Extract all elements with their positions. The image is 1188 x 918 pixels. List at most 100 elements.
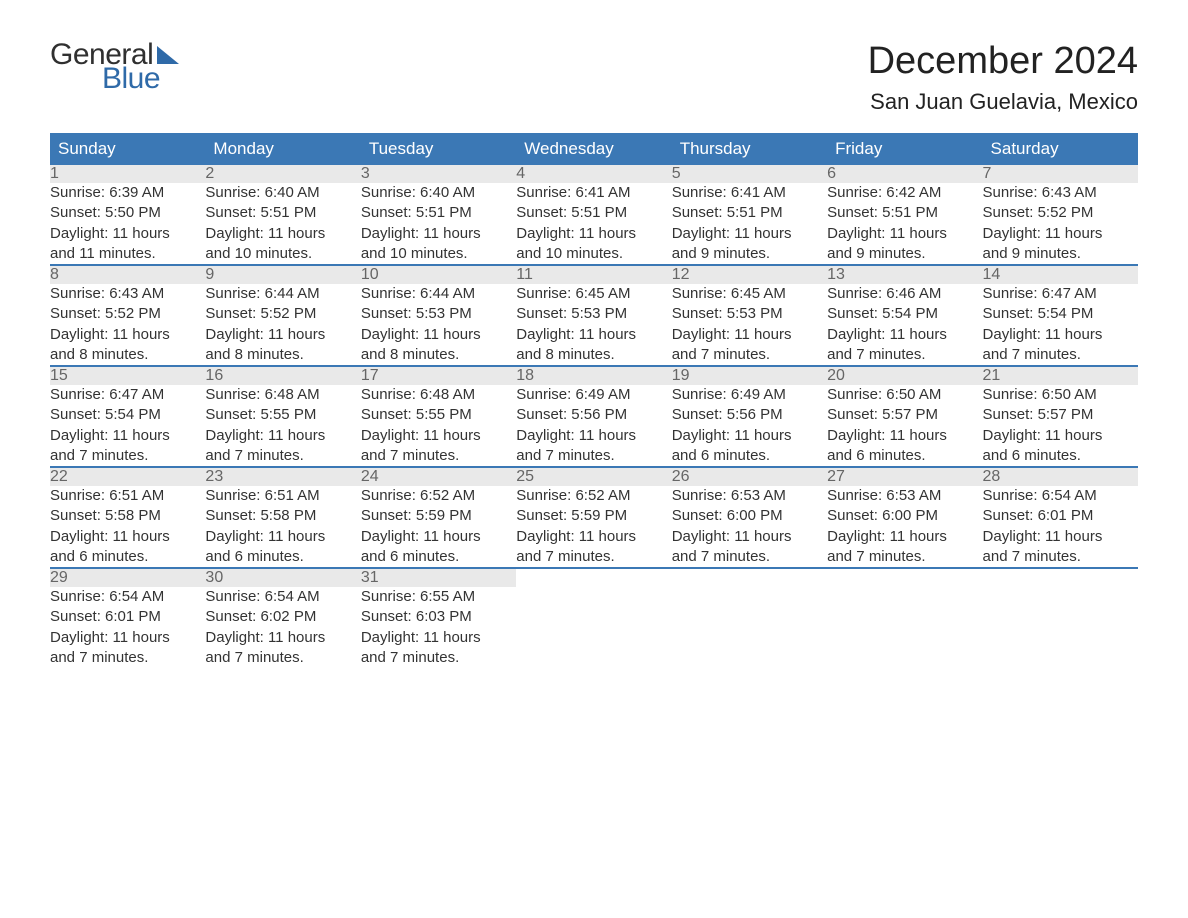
sunset-text: Sunset: 5:58 PM [50, 506, 205, 526]
daylight-line2: and 6 minutes. [672, 446, 827, 466]
day-number-cell: 17 [361, 366, 516, 385]
day-detail-cell: Sunrise: 6:51 AMSunset: 5:58 PMDaylight:… [50, 486, 205, 568]
daylight-line1: Daylight: 11 hours [672, 527, 827, 547]
sunrise-text: Sunrise: 6:48 AM [361, 385, 516, 405]
sunset-text: Sunset: 5:53 PM [361, 304, 516, 324]
day-number-cell: 8 [50, 265, 205, 284]
day-detail-cell [672, 587, 827, 678]
day-number-cell: 26 [672, 467, 827, 486]
daylight-line1: Daylight: 11 hours [827, 224, 982, 244]
daylight-line1: Daylight: 11 hours [205, 527, 360, 547]
day-header: Thursday [672, 133, 827, 165]
sunset-text: Sunset: 6:03 PM [361, 607, 516, 627]
daylight-line2: and 7 minutes. [983, 345, 1138, 365]
day-detail-cell [516, 587, 671, 678]
daylight-line2: and 7 minutes. [983, 547, 1138, 567]
day-detail-cell [827, 587, 982, 678]
sunset-text: Sunset: 5:51 PM [205, 203, 360, 223]
sunrise-text: Sunrise: 6:55 AM [361, 587, 516, 607]
daylight-line1: Daylight: 11 hours [50, 224, 205, 244]
daylight-line1: Daylight: 11 hours [827, 325, 982, 345]
day-header: Wednesday [516, 133, 671, 165]
day-detail-cell: Sunrise: 6:41 AMSunset: 5:51 PMDaylight:… [672, 183, 827, 265]
sunrise-text: Sunrise: 6:54 AM [205, 587, 360, 607]
day-number-cell: 7 [983, 165, 1138, 183]
week-detail-row: Sunrise: 6:47 AMSunset: 5:54 PMDaylight:… [50, 385, 1138, 467]
daylight-line2: and 7 minutes. [672, 547, 827, 567]
sunset-text: Sunset: 5:51 PM [361, 203, 516, 223]
day-detail-cell: Sunrise: 6:47 AMSunset: 5:54 PMDaylight:… [983, 284, 1138, 366]
calendar-table: Sunday Monday Tuesday Wednesday Thursday… [50, 133, 1138, 678]
day-number-cell: 30 [205, 568, 360, 587]
daylight-line1: Daylight: 11 hours [205, 325, 360, 345]
daylight-line2: and 7 minutes. [50, 648, 205, 668]
sunset-text: Sunset: 5:56 PM [516, 405, 671, 425]
day-detail-cell: Sunrise: 6:54 AMSunset: 6:01 PMDaylight:… [983, 486, 1138, 568]
sunset-text: Sunset: 5:51 PM [672, 203, 827, 223]
daylight-line1: Daylight: 11 hours [516, 325, 671, 345]
daylight-line2: and 8 minutes. [205, 345, 360, 365]
sunset-text: Sunset: 5:52 PM [50, 304, 205, 324]
sunset-text: Sunset: 5:52 PM [983, 203, 1138, 223]
daylight-line1: Daylight: 11 hours [983, 224, 1138, 244]
day-number-cell: 28 [983, 467, 1138, 486]
day-detail-cell: Sunrise: 6:46 AMSunset: 5:54 PMDaylight:… [827, 284, 982, 366]
sunset-text: Sunset: 5:50 PM [50, 203, 205, 223]
daylight-line1: Daylight: 11 hours [50, 325, 205, 345]
day-detail-cell: Sunrise: 6:55 AMSunset: 6:03 PMDaylight:… [361, 587, 516, 678]
day-number-cell: 6 [827, 165, 982, 183]
logo: General Blue [50, 40, 179, 94]
day-detail-cell: Sunrise: 6:41 AMSunset: 5:51 PMDaylight:… [516, 183, 671, 265]
day-detail-cell: Sunrise: 6:50 AMSunset: 5:57 PMDaylight:… [827, 385, 982, 467]
day-detail-cell: Sunrise: 6:42 AMSunset: 5:51 PMDaylight:… [827, 183, 982, 265]
sunrise-text: Sunrise: 6:47 AM [50, 385, 205, 405]
sunset-text: Sunset: 5:54 PM [983, 304, 1138, 324]
day-detail-cell: Sunrise: 6:52 AMSunset: 5:59 PMDaylight:… [516, 486, 671, 568]
day-number-cell: 5 [672, 165, 827, 183]
daylight-line1: Daylight: 11 hours [361, 224, 516, 244]
daylight-line2: and 6 minutes. [50, 547, 205, 567]
daylight-line1: Daylight: 11 hours [827, 426, 982, 446]
sunrise-text: Sunrise: 6:53 AM [672, 486, 827, 506]
daylight-line2: and 7 minutes. [205, 648, 360, 668]
daylight-line2: and 9 minutes. [672, 244, 827, 264]
day-number-cell: 16 [205, 366, 360, 385]
daylight-line1: Daylight: 11 hours [205, 628, 360, 648]
daylight-line1: Daylight: 11 hours [516, 426, 671, 446]
week-daynum-row: 15161718192021 [50, 366, 1138, 385]
day-number-cell: 22 [50, 467, 205, 486]
day-number-cell: 4 [516, 165, 671, 183]
day-detail-cell: Sunrise: 6:52 AMSunset: 5:59 PMDaylight:… [361, 486, 516, 568]
day-detail-cell: Sunrise: 6:43 AMSunset: 5:52 PMDaylight:… [983, 183, 1138, 265]
sunrise-text: Sunrise: 6:50 AM [983, 385, 1138, 405]
sunset-text: Sunset: 5:59 PM [361, 506, 516, 526]
daylight-line2: and 6 minutes. [983, 446, 1138, 466]
sunrise-text: Sunrise: 6:50 AM [827, 385, 982, 405]
day-header: Sunday [50, 133, 205, 165]
logo-triangle-icon [157, 46, 179, 64]
daylight-line2: and 9 minutes. [983, 244, 1138, 264]
day-number-cell: 15 [50, 366, 205, 385]
day-detail-cell: Sunrise: 6:54 AMSunset: 6:02 PMDaylight:… [205, 587, 360, 678]
day-number-cell: 20 [827, 366, 982, 385]
day-detail-cell: Sunrise: 6:49 AMSunset: 5:56 PMDaylight:… [516, 385, 671, 467]
sunrise-text: Sunrise: 6:45 AM [672, 284, 827, 304]
sunset-text: Sunset: 6:01 PM [50, 607, 205, 627]
day-detail-cell: Sunrise: 6:44 AMSunset: 5:53 PMDaylight:… [361, 284, 516, 366]
sunset-text: Sunset: 5:54 PM [50, 405, 205, 425]
daylight-line1: Daylight: 11 hours [205, 426, 360, 446]
sunrise-text: Sunrise: 6:52 AM [361, 486, 516, 506]
day-number-cell: 13 [827, 265, 982, 284]
daylight-line1: Daylight: 11 hours [983, 527, 1138, 547]
day-detail-cell: Sunrise: 6:43 AMSunset: 5:52 PMDaylight:… [50, 284, 205, 366]
day-detail-cell: Sunrise: 6:45 AMSunset: 5:53 PMDaylight:… [672, 284, 827, 366]
daylight-line2: and 6 minutes. [361, 547, 516, 567]
sunrise-text: Sunrise: 6:45 AM [516, 284, 671, 304]
day-detail-cell: Sunrise: 6:53 AMSunset: 6:00 PMDaylight:… [672, 486, 827, 568]
daylight-line2: and 7 minutes. [361, 648, 516, 668]
daylight-line2: and 6 minutes. [205, 547, 360, 567]
sunset-text: Sunset: 5:57 PM [983, 405, 1138, 425]
day-number-cell: 18 [516, 366, 671, 385]
sunrise-text: Sunrise: 6:51 AM [50, 486, 205, 506]
sunrise-text: Sunrise: 6:44 AM [361, 284, 516, 304]
